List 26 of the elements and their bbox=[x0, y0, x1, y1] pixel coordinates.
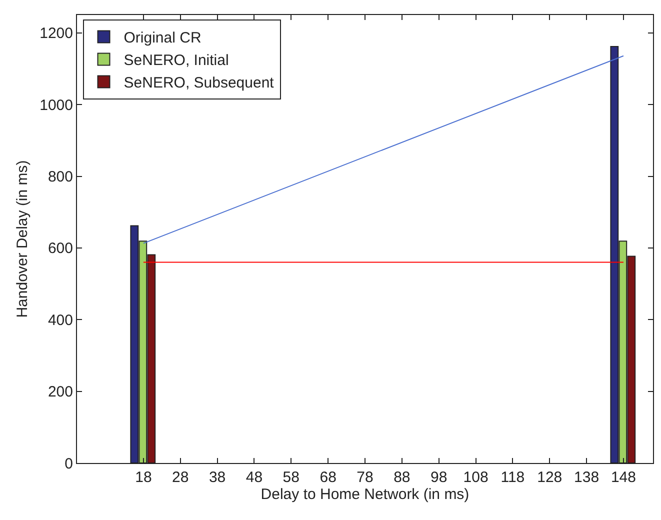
y-tick-label: 0 bbox=[64, 455, 73, 472]
y-tick-label: 1200 bbox=[40, 25, 73, 42]
x-tick-label: 88 bbox=[394, 469, 410, 486]
y-tick-label: 800 bbox=[48, 168, 73, 186]
x-tick-label: 58 bbox=[282, 469, 300, 486]
x-tick-label: 108 bbox=[463, 469, 488, 486]
x-tick-label: 98 bbox=[430, 469, 448, 486]
y-tick-label: 400 bbox=[48, 312, 73, 329]
y-tick-label: 200 bbox=[48, 384, 73, 401]
x-tick-label: 118 bbox=[500, 469, 525, 486]
y-axis-title: Handover Delay (in ms) bbox=[14, 160, 31, 318]
x-tick-label: 68 bbox=[320, 469, 336, 486]
y-tick-label: 600 bbox=[48, 240, 73, 258]
x-tick-label: 38 bbox=[208, 469, 226, 486]
x-tick-label: 148 bbox=[610, 469, 636, 486]
x-tick-label: 128 bbox=[537, 469, 562, 486]
y-tick-label: 1000 bbox=[40, 96, 73, 114]
x-tick-label: 138 bbox=[574, 469, 600, 486]
x-tick-label: 78 bbox=[356, 469, 374, 486]
x-tick-label: 18 bbox=[135, 469, 152, 486]
x-tick-label: 28 bbox=[172, 469, 189, 486]
legend-label: SeNERO, Subsequent bbox=[124, 74, 275, 92]
x-axis-title: Delay to Home Network (in ms) bbox=[260, 486, 470, 503]
legend-label: SeNERO, Initial bbox=[124, 52, 229, 70]
legend-label: Original CR bbox=[124, 30, 202, 47]
x-tick-label: 48 bbox=[246, 469, 263, 486]
